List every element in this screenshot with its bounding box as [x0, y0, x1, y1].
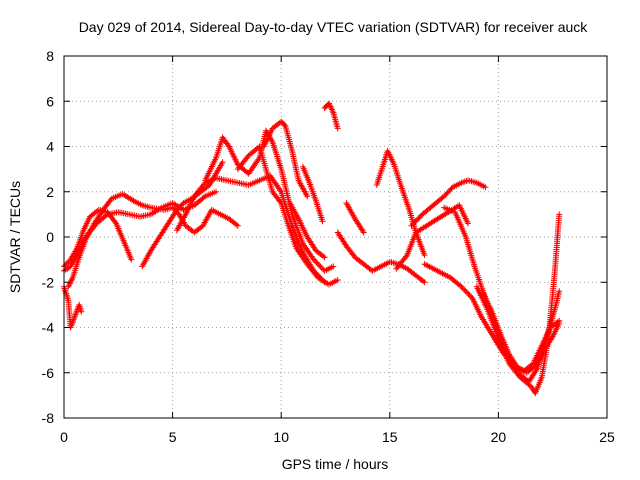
y-tick-label: -4 [42, 320, 55, 336]
series-markers [373, 148, 428, 259]
series-track-4 [65, 191, 241, 290]
x-axis-label: GPS time / hours [282, 456, 389, 472]
series-markers [65, 191, 241, 290]
series-track-10 [286, 200, 328, 261]
chart-title: Day 029 of 2014, Sidereal Day-to-day VTE… [79, 19, 589, 35]
series-markers [61, 283, 85, 331]
x-tick-label: 10 [273, 429, 289, 445]
grid [64, 56, 607, 418]
y-tick-label: 4 [46, 139, 54, 155]
x-tick-label: 0 [60, 429, 68, 445]
series-markers [321, 100, 341, 132]
series-markers [343, 200, 367, 236]
series-track-14 [343, 200, 367, 236]
series-track-3 [61, 283, 85, 331]
x-tick-label: 15 [382, 429, 398, 445]
y-axis-label: SDTVAR / TECUs [7, 181, 23, 293]
series-markers [286, 200, 328, 261]
series-markers [408, 177, 489, 229]
y-tick-label: -2 [42, 274, 55, 290]
x-tick-label: 5 [169, 429, 177, 445]
series-layer [61, 100, 563, 397]
y-tick-label: -6 [42, 365, 55, 381]
x-tick-label: 25 [599, 429, 615, 445]
series-markers [480, 290, 563, 376]
series-track-11 [299, 163, 326, 225]
x-tick-label: 20 [491, 429, 507, 445]
ticks: 0 5 10 15 20 25 -8 -6 -4 -2 0 2 4 6 8 [42, 48, 615, 445]
series-markers [334, 229, 428, 286]
series-markers [234, 143, 341, 288]
plot-frame [63, 55, 608, 419]
series-track-20 [473, 211, 563, 397]
series-track-12 [321, 100, 341, 132]
y-tick-label: 2 [46, 184, 54, 200]
series-track-13 [334, 229, 428, 286]
y-tick-label: 0 [46, 229, 54, 245]
series-track-17 [408, 177, 489, 229]
y-tick-label: -8 [42, 410, 55, 426]
series-track-8 [234, 143, 341, 288]
series-track-15 [373, 148, 428, 259]
y-tick-label: 6 [46, 93, 54, 109]
series-markers [260, 118, 311, 200]
series-markers [299, 163, 326, 225]
y-tick-label: 8 [46, 48, 54, 64]
series-track-7 [202, 127, 337, 274]
series-markers [393, 202, 471, 272]
series-track-16 [393, 202, 471, 272]
series-line [410, 179, 486, 227]
series-track-9 [260, 118, 311, 200]
series-markers [202, 127, 337, 274]
series-track-21 [480, 290, 563, 376]
